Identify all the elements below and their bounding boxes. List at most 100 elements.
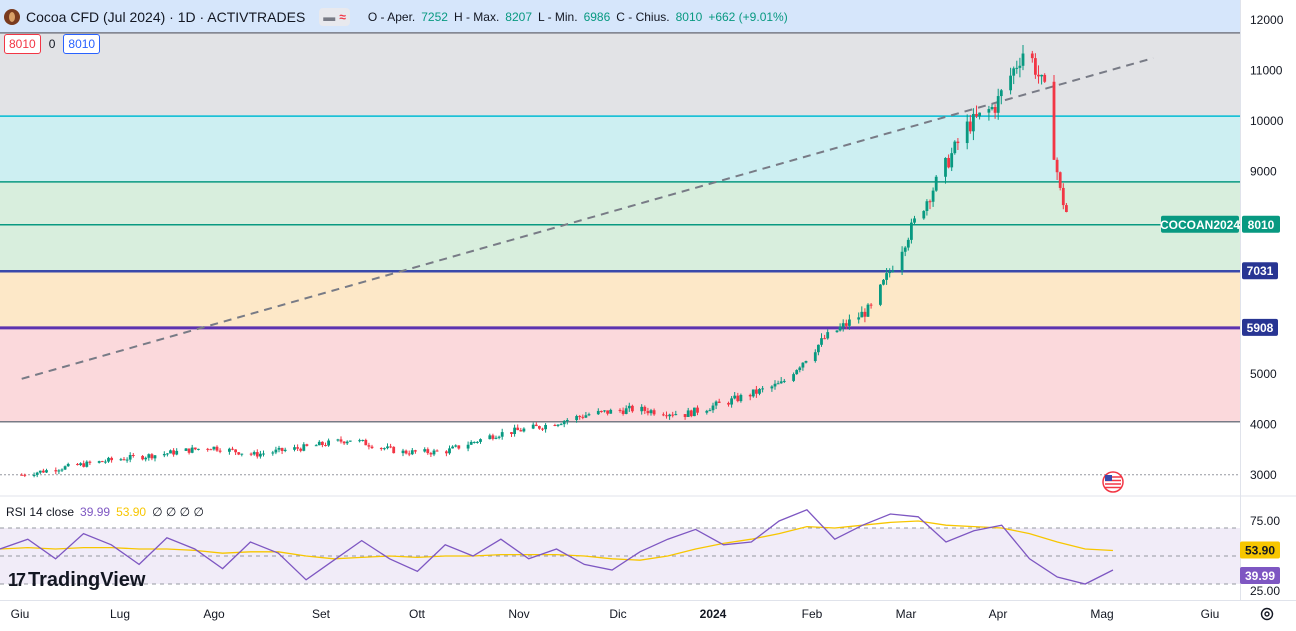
candle-body xyxy=(327,440,330,446)
bid-ask-box: 8010 0 8010 xyxy=(4,34,101,54)
candle-body xyxy=(950,153,954,168)
gear-icon[interactable] xyxy=(1259,606,1275,622)
rsi-legend[interactable]: RSI 14 close 39.99 53.90 ∅ ∅ ∅ ∅ xyxy=(6,505,204,519)
compare-badge[interactable]: ▬ ≈ xyxy=(319,8,350,26)
candle-body xyxy=(1015,67,1019,69)
candle-body xyxy=(150,454,154,459)
candle-body xyxy=(606,410,609,414)
candle-body xyxy=(1034,58,1037,75)
candle-body xyxy=(432,450,436,455)
candle-body xyxy=(627,405,631,409)
candle-body xyxy=(838,326,842,331)
candle-body xyxy=(990,107,994,110)
time-tick-label: Lug xyxy=(110,607,130,621)
candle-body xyxy=(674,414,678,416)
sell-price-button[interactable]: 8010 xyxy=(4,34,41,54)
price-tick-label: 3000 xyxy=(1250,468,1277,482)
candle-body xyxy=(104,461,107,463)
candle-body xyxy=(42,470,45,473)
candle-body xyxy=(336,439,340,441)
candle-body xyxy=(100,461,104,463)
candle-body xyxy=(184,448,188,451)
rsi-tick-label: 25.00 xyxy=(1250,584,1280,598)
candle-body xyxy=(454,445,458,447)
candle-body xyxy=(54,470,58,472)
candle-body xyxy=(581,416,585,418)
zone-cyan xyxy=(0,116,1240,182)
candle-body xyxy=(913,218,916,223)
candle-body xyxy=(900,251,904,271)
candle-body xyxy=(386,446,389,449)
candle-body xyxy=(305,444,309,446)
candle-body xyxy=(448,448,451,454)
candle-body xyxy=(97,461,101,463)
candle-body xyxy=(565,420,569,422)
candle-body xyxy=(556,424,560,426)
level-7031-tag-bg xyxy=(1242,262,1278,280)
candle-body xyxy=(1061,187,1065,206)
candle-body xyxy=(717,401,721,403)
candle-body xyxy=(795,370,799,375)
candle-body xyxy=(324,445,327,447)
candle-body xyxy=(296,447,299,449)
candle-body xyxy=(172,450,175,455)
candle-body xyxy=(457,445,461,449)
candle-body xyxy=(147,454,151,458)
buy-price-button[interactable]: 8010 xyxy=(63,34,101,54)
candle-body xyxy=(931,190,935,202)
candle-body xyxy=(32,474,36,476)
candle-body xyxy=(835,330,839,333)
candle-body xyxy=(711,405,715,411)
candle-body xyxy=(631,405,634,412)
candle-body xyxy=(122,459,126,461)
candle-body xyxy=(162,453,166,456)
tradingview-logo[interactable]: 17 TradingView xyxy=(8,569,145,592)
candle-body xyxy=(1018,65,1022,68)
candle-body xyxy=(727,402,730,405)
candle-body xyxy=(956,141,960,144)
candle-body xyxy=(668,414,671,417)
candle-body xyxy=(944,157,947,177)
time-tick-label: Apr xyxy=(989,607,1008,621)
rsi-ma-last-tag: 53.90 xyxy=(1245,544,1275,558)
candle-body xyxy=(175,450,179,455)
candle-body xyxy=(212,446,216,450)
symbol-title[interactable]: Cocoa CFD (Jul 2024) · 1D · ACTIVTRADES xyxy=(26,9,306,25)
candle-body xyxy=(209,449,213,451)
candle-body xyxy=(20,474,24,476)
ohlc-high-label: H - Max. xyxy=(453,10,500,24)
candle-body xyxy=(882,279,885,285)
tradingview-wordmark: TradingView xyxy=(28,569,146,591)
candle-body xyxy=(302,444,306,451)
candle-body xyxy=(801,362,805,368)
rsi-last-tag: 39.99 xyxy=(1245,569,1275,583)
candle-body xyxy=(23,474,27,476)
candle-body xyxy=(748,394,752,397)
price-tick-label: 5000 xyxy=(1250,367,1277,381)
candle-body xyxy=(469,441,473,445)
candle-body xyxy=(342,441,346,444)
candle-body xyxy=(693,407,696,417)
candle-body xyxy=(826,332,830,339)
candle-body xyxy=(773,383,777,387)
candle-body xyxy=(1021,53,1025,66)
candle-body xyxy=(513,427,516,435)
last-price-tag-bg xyxy=(1242,215,1280,233)
candles-group xyxy=(20,44,1068,478)
candle-body xyxy=(187,448,191,453)
candle-body xyxy=(609,409,613,414)
candle-body xyxy=(534,424,538,427)
candle-body xyxy=(358,440,361,442)
tradingview-mark-icon: 17 xyxy=(8,570,26,590)
candle-body xyxy=(885,273,888,280)
ohlc-open: 7252 xyxy=(421,10,448,24)
candle-body xyxy=(488,435,492,440)
candle-body xyxy=(1012,68,1016,76)
rsi-ma-last-tag-bg xyxy=(1240,541,1280,559)
candle-body xyxy=(817,344,820,353)
price-tick-label: 4000 xyxy=(1250,417,1277,431)
candle-body xyxy=(1040,74,1043,77)
candle-body xyxy=(110,457,113,461)
candle-body xyxy=(407,453,411,455)
